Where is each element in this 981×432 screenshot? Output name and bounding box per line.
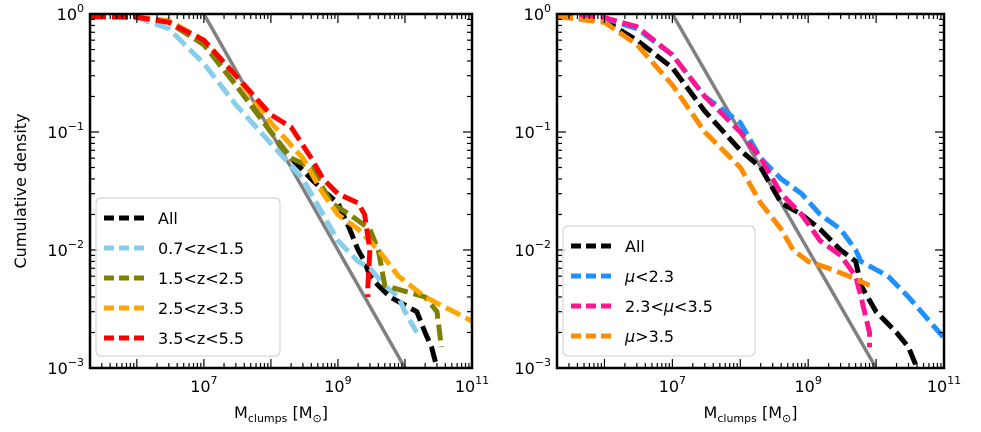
- y-tick-label: 10−1: [47, 120, 84, 142]
- x-axis-title: Mclumps [M⊙]: [234, 403, 328, 425]
- axes-frame: [88, 12, 474, 370]
- x-axis-title: Mclumps [M⊙]: [704, 403, 798, 425]
- series-line-4: [90, 14, 472, 324]
- x-tick-label: 109: [324, 374, 351, 396]
- series-line-3: [557, 14, 872, 348]
- series-line-2: [90, 14, 419, 334]
- x-tick-label: 109: [795, 374, 822, 396]
- x-tick-label: 1011: [455, 374, 489, 396]
- series-line-5: [90, 14, 373, 297]
- series-line-1: [557, 14, 920, 368]
- x-tick-label: 1011: [927, 374, 961, 396]
- legend-label: All: [625, 237, 645, 256]
- y-tick-label: 10−1: [514, 120, 551, 142]
- series-line-2: [557, 14, 944, 340]
- power-law-reference-line: [202, 14, 407, 368]
- y-tick-label: 10−2: [514, 238, 551, 260]
- y-tick-label: 10−3: [47, 356, 84, 378]
- left-panel: 107 109 1011 100 10−1 10−2 10−3 Mclumps [M⊙] Cum…: [11, 2, 489, 425]
- legend-label: 1.5<z<2.5: [158, 269, 244, 288]
- legend-label: All: [158, 209, 178, 228]
- legend-box: [95, 197, 281, 357]
- legend-label: 2.5<z<3.5: [158, 299, 244, 318]
- axes-frame: [555, 12, 946, 370]
- legend: All μ<2.3 2.3<μ<3.5 μ>3.5: [562, 225, 756, 357]
- x-tick-label: 107: [659, 374, 686, 396]
- legend: All 0.7<z<1.5 1.5<z<2.5 2.5<z<3.5 3.5<z<5.5: [95, 197, 281, 357]
- legend-box: [562, 225, 756, 357]
- legend-label: 3.5<z<5.5: [158, 329, 244, 348]
- series-line-4: [557, 14, 871, 288]
- legend-label: μ<2.3: [624, 267, 674, 286]
- legend-label: 0.7<z<1.5: [158, 239, 244, 258]
- right-panel: 107 109 1011 100 10−1 10−2 10−3 Mclumps [M⊙] All…: [514, 2, 961, 425]
- y-tick-label: 100: [524, 2, 551, 24]
- legend-label: μ>3.5: [624, 327, 674, 346]
- y-axis-title: Cumulative density: [11, 113, 30, 268]
- y-tick-label: 100: [57, 2, 84, 24]
- y-tick-label: 10−3: [514, 356, 551, 378]
- legend-label: 2.3<μ<3.5: [625, 297, 713, 316]
- y-tick-label: 10−2: [47, 238, 84, 260]
- x-tick-label: 107: [190, 374, 217, 396]
